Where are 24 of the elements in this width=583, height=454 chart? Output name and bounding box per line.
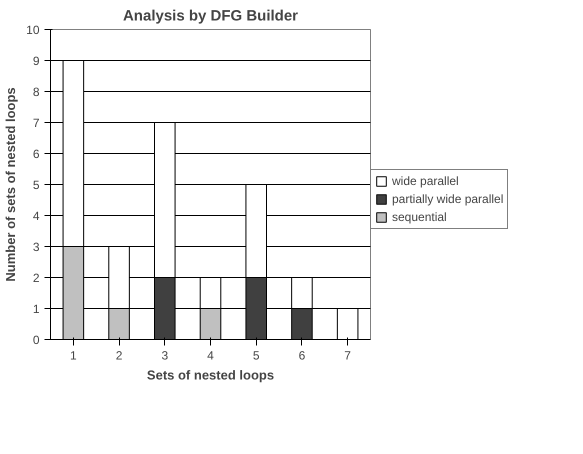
y-tick-label: 3 [32, 240, 40, 254]
x-tick-label: 5 [252, 348, 260, 362]
x-tick-label: 1 [70, 348, 78, 362]
x-tick-label: 6 [298, 348, 306, 362]
y-tick-label: 2 [32, 271, 40, 285]
x-tick-label: 3 [161, 348, 168, 362]
y-tick-label: 8 [32, 85, 40, 99]
y-tick-label: 5 [32, 178, 40, 192]
y-tick-label: 6 [32, 147, 40, 161]
x-tick-label: 2 [116, 348, 123, 362]
legend-label: partially wide parallel [392, 192, 504, 206]
y-tick-label: 10 [26, 23, 40, 37]
y-tick-label: 7 [32, 116, 40, 130]
legend-label: wide parallel [392, 174, 459, 188]
x-tick-label: 7 [344, 348, 352, 362]
y-tick-label: 9 [32, 54, 40, 68]
y-tick-label: 1 [32, 302, 40, 316]
y-tick-label: 4 [32, 209, 40, 223]
legend-label: sequential [392, 210, 447, 224]
chart-title: Analysis by DFG Builder [122, 8, 298, 24]
y-tick-label: 0 [32, 333, 40, 347]
x-axis-title: Sets of nested loops [146, 368, 274, 382]
x-tick-label: 4 [207, 348, 214, 362]
y-axis-title: Number of sets of nested loops [3, 87, 18, 282]
